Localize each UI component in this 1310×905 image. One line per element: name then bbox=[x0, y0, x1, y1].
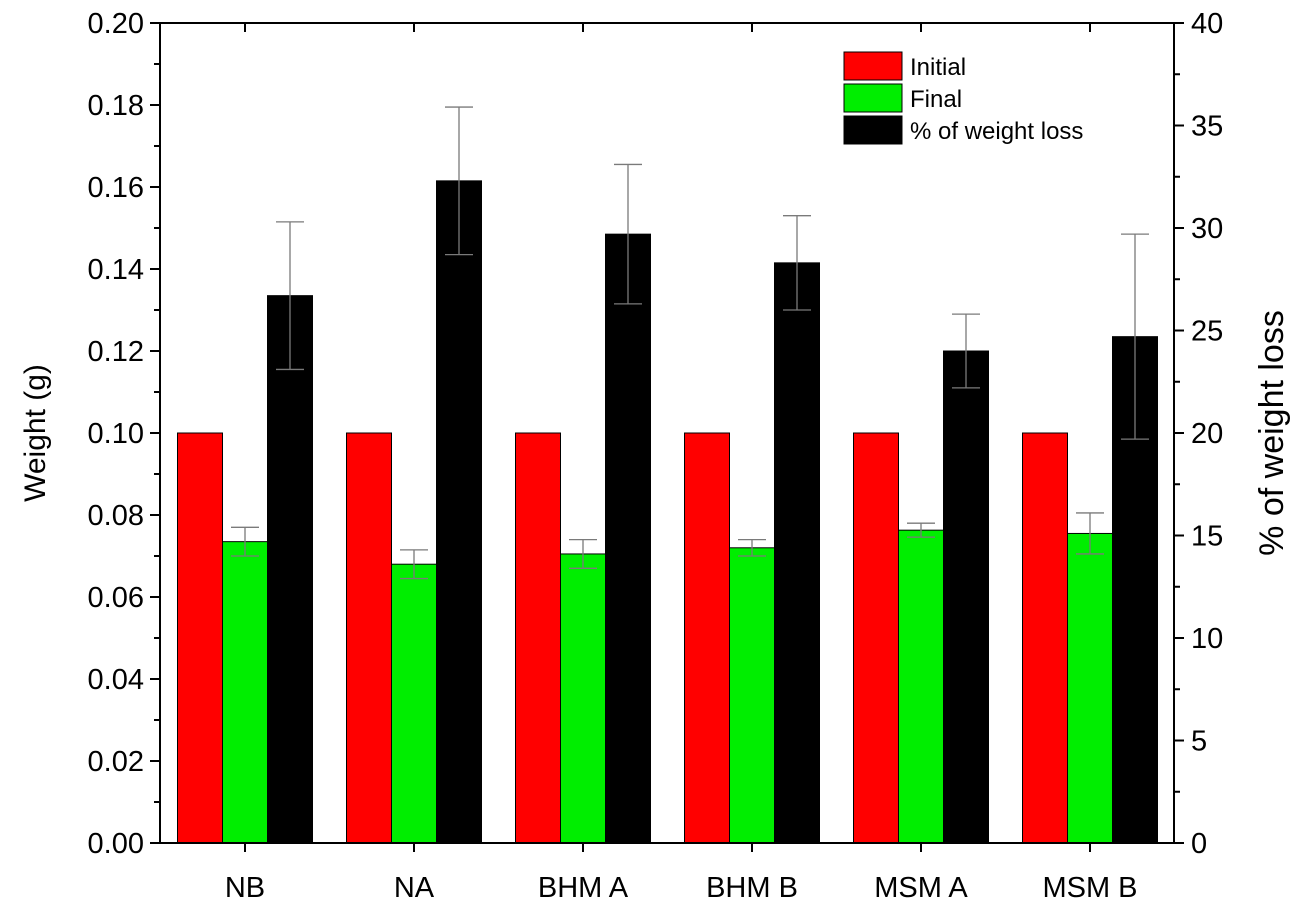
y-tick-label: 0.20 bbox=[88, 8, 144, 40]
y2-tick-label: 0 bbox=[1191, 828, 1207, 860]
y-tick-label: 0.02 bbox=[88, 746, 144, 778]
y2-tick-label: 35 bbox=[1191, 111, 1223, 143]
bar-initial-nb bbox=[177, 432, 223, 844]
legend-label: Initial bbox=[910, 54, 966, 81]
y-axis-title: Weight (g) bbox=[19, 364, 52, 502]
y2-axis-title: % of weight loss bbox=[1253, 310, 1291, 556]
bar-initial-na bbox=[346, 432, 392, 844]
y2-tick-label: 10 bbox=[1191, 623, 1223, 655]
error-bars-layer bbox=[231, 106, 1149, 580]
y-tick-label: 0.10 bbox=[88, 418, 144, 450]
y2-tick-label: 40 bbox=[1191, 8, 1223, 40]
x-tick-label: BHM A bbox=[538, 872, 629, 904]
bar-of-weight-loss-bhm-b bbox=[774, 262, 820, 844]
y-tick-label: 0.04 bbox=[88, 664, 144, 696]
bar-final-na bbox=[391, 563, 437, 844]
y2-tick-label: 15 bbox=[1191, 521, 1223, 553]
y-tick-label: 0.14 bbox=[88, 254, 144, 286]
bar-final-msm-b bbox=[1067, 532, 1113, 844]
bar-final-msm-a bbox=[898, 529, 944, 844]
x-tick-label: MSM B bbox=[1042, 872, 1137, 904]
y-tick-label: 0.12 bbox=[88, 336, 144, 368]
y2-tick-label: 30 bbox=[1191, 213, 1223, 245]
bar-initial-msm-a bbox=[853, 432, 899, 844]
bars-layer bbox=[177, 180, 1158, 844]
y-tick-label: 0.06 bbox=[88, 582, 144, 614]
legend-swatch bbox=[843, 115, 903, 145]
bar-final-nb bbox=[222, 541, 268, 844]
bar-of-weight-loss-msm-a bbox=[943, 350, 989, 844]
y2-tick-label: 20 bbox=[1191, 418, 1223, 450]
ticks-layer: NB NA BHM A BHM B MSM A MSM B 0.00 0.02 0.04 0.06… bbox=[88, 8, 1224, 904]
bar-final-bhm-a bbox=[560, 553, 606, 844]
x-tick-label: NA bbox=[394, 872, 435, 904]
bar-initial-bhm-b bbox=[684, 432, 730, 844]
legend-label: % of weight loss bbox=[910, 118, 1083, 145]
legend-swatch bbox=[843, 51, 903, 81]
x-tick-label: BHM B bbox=[706, 872, 798, 904]
bar-of-weight-loss-bhm-a bbox=[605, 233, 651, 844]
y-tick-label: 0.16 bbox=[88, 172, 144, 204]
legend-swatch bbox=[843, 83, 903, 113]
bar-of-weight-loss-nb bbox=[267, 295, 313, 844]
legend-label: Final bbox=[910, 86, 962, 113]
y-tick-label: 0.00 bbox=[88, 828, 144, 860]
x-tick-label: MSM A bbox=[874, 872, 968, 904]
y2-tick-label: 5 bbox=[1191, 726, 1207, 758]
legend: Initial Final % of weight loss bbox=[843, 51, 1083, 145]
y2-tick-label: 25 bbox=[1191, 316, 1223, 348]
bar-of-weight-loss-na bbox=[436, 180, 482, 844]
x-tick-label: NB bbox=[225, 872, 265, 904]
bar-initial-msm-b bbox=[1022, 432, 1068, 844]
bar-initial-bhm-a bbox=[515, 432, 561, 844]
bar-final-bhm-b bbox=[729, 547, 775, 844]
y-tick-label: 0.18 bbox=[88, 90, 144, 122]
y-tick-label: 0.08 bbox=[88, 500, 144, 532]
